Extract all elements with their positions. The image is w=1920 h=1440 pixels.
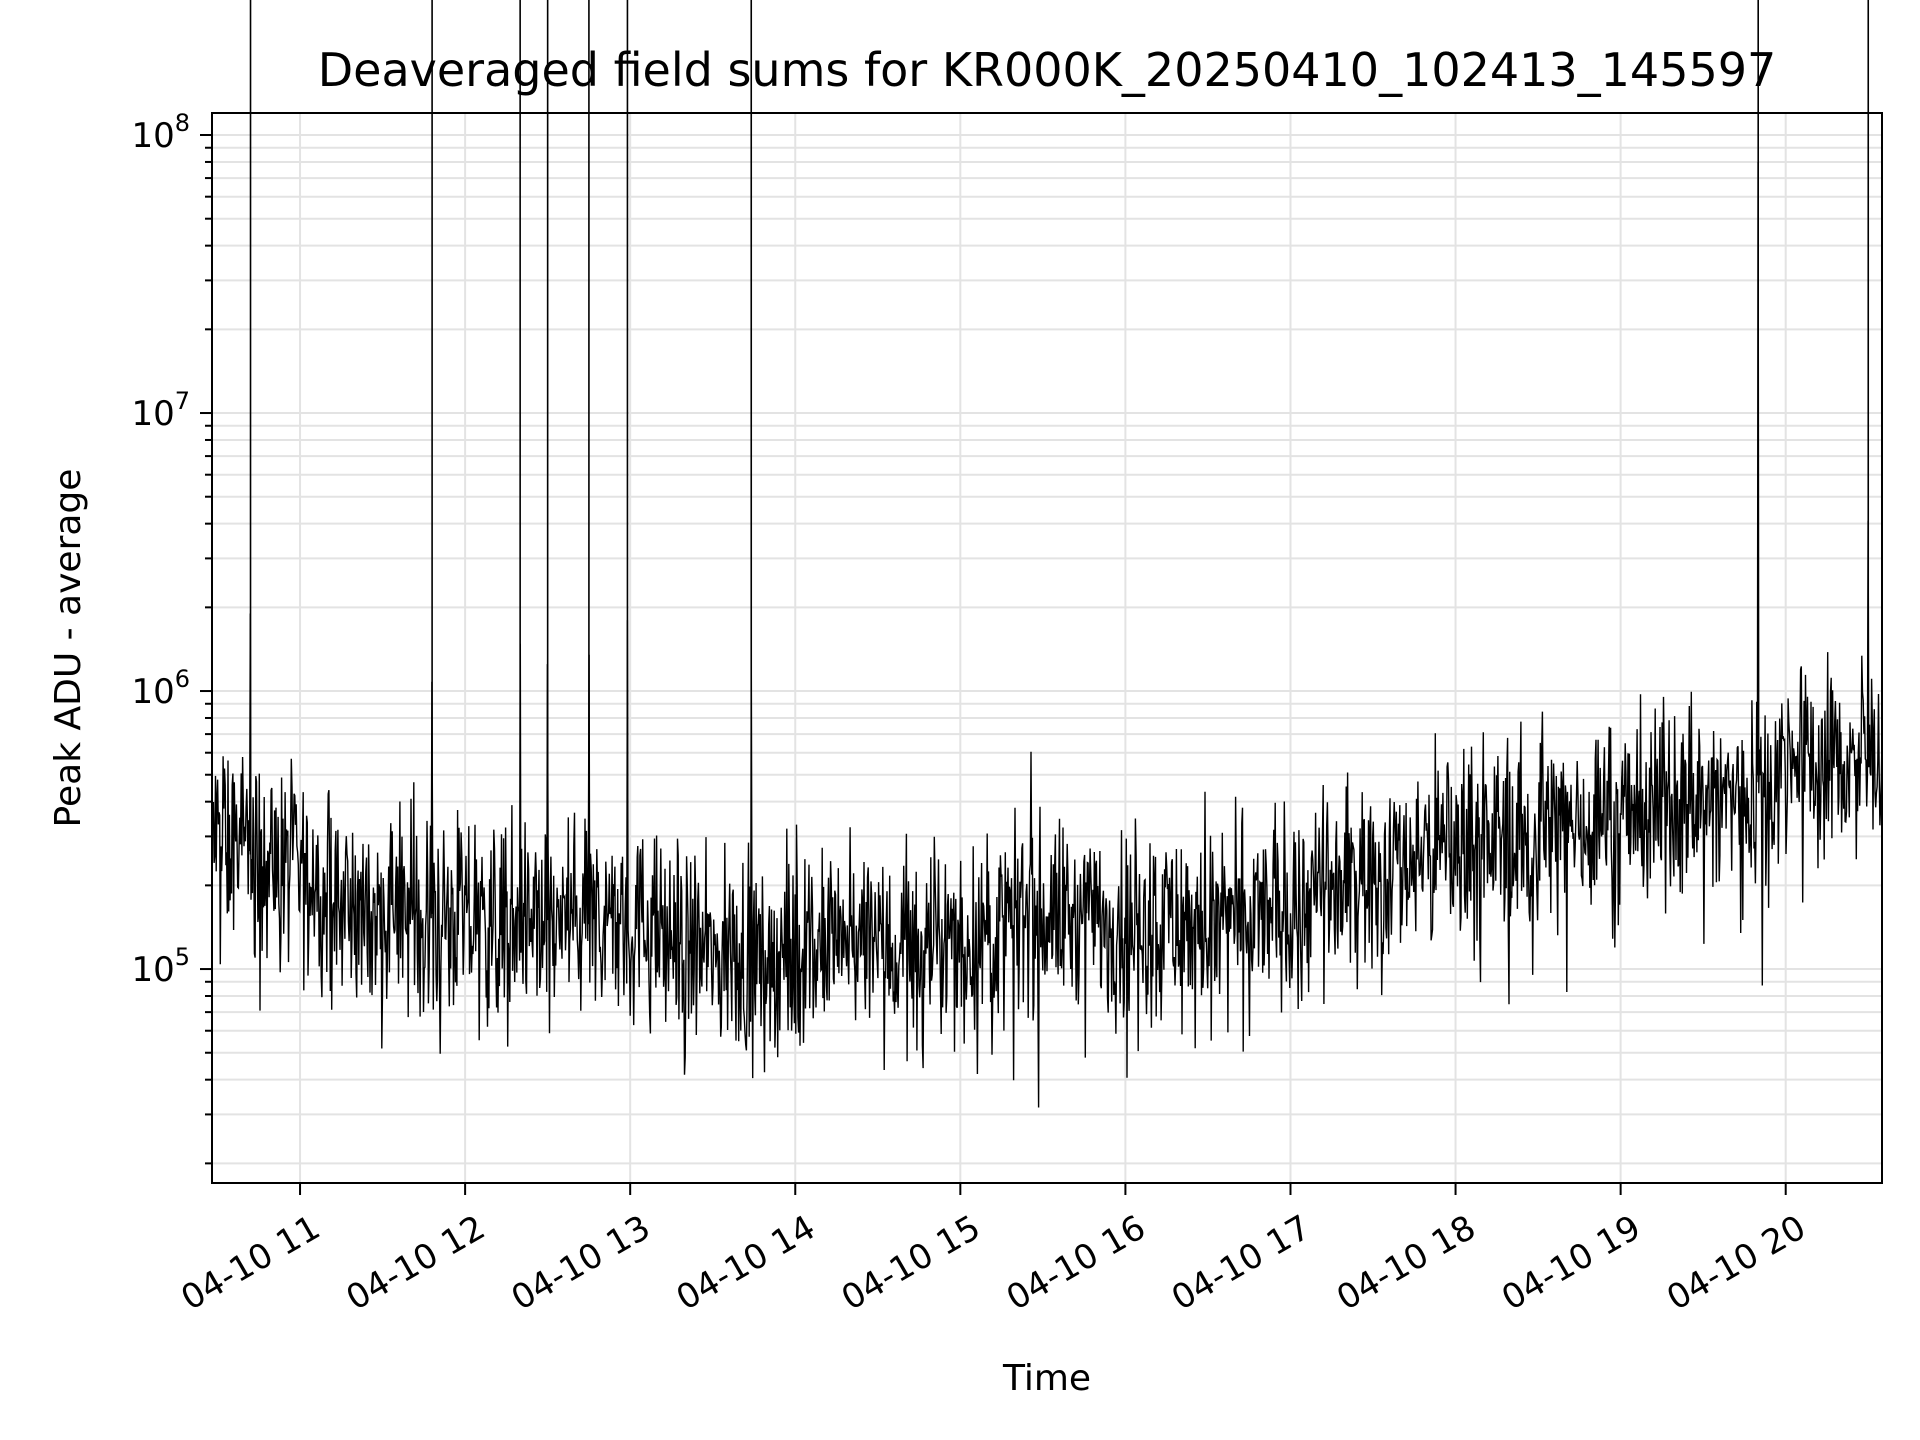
grid — [212, 113, 1882, 1183]
y-tick-exponent: 8 — [175, 109, 190, 137]
y-tick-label: 108 — [131, 109, 190, 156]
y-tick-base: 10 — [131, 116, 174, 156]
y-tick-exponent: 7 — [175, 387, 190, 415]
y-tick-base: 10 — [131, 950, 174, 990]
y-tick-exponent: 6 — [175, 665, 190, 693]
chart-title: Deaveraged field sums for KR000K_2025041… — [318, 43, 1777, 97]
y-tick-label: 107 — [131, 387, 190, 434]
y-tick-label: 106 — [131, 665, 190, 712]
y-axis-label: Peak ADU - average — [48, 469, 89, 828]
y-tick-base: 10 — [131, 672, 174, 712]
y-tick-label: 105 — [131, 943, 190, 990]
y-tick-base: 10 — [131, 394, 174, 434]
x-axis-label: Time — [1002, 1358, 1091, 1399]
y-tick-exponent: 5 — [175, 943, 190, 971]
series-line — [211, 161, 1883, 1108]
plot-area — [211, 0, 1883, 1108]
plot-frame — [211, 112, 1883, 1184]
